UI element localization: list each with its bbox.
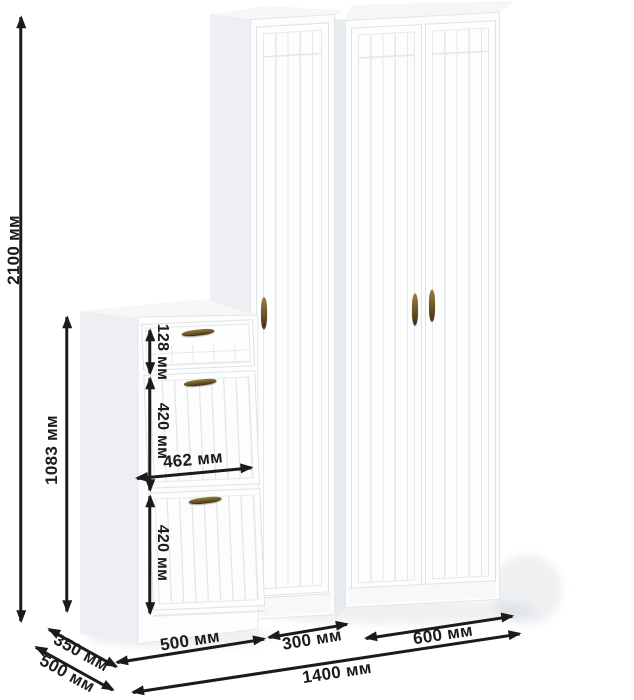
dimension-label-narrow-wardrobe-width: 300 мм: [280, 625, 344, 654]
wide-wardrobe-right-handle: [429, 289, 435, 322]
dimension-label-total-height: 2100 мм: [4, 215, 23, 285]
wide-wardrobe-right-door: [425, 20, 496, 587]
dimension-line-drawer-height: [148, 330, 152, 374]
cabinet-plinth-line: [153, 610, 266, 617]
door-panel-rail: [359, 54, 414, 60]
wide-wardrobe-left-handle: [412, 293, 418, 326]
dimension-label-lower-door-height: 420 мм: [154, 524, 171, 582]
dimension-line-cabinet-height: [65, 317, 69, 612]
dimension-label-drawer-height: 128 мм: [154, 323, 171, 381]
narrow-wardrobe-door-panel: [263, 29, 322, 590]
wide-wardrobe-front: [345, 11, 500, 609]
dimension-line-upper-door-height: [148, 378, 152, 491]
door-panel-rail: [264, 52, 321, 59]
dimension-line-lower-door-height: [148, 496, 152, 614]
wide-wardrobe-left-door-panel: [358, 31, 415, 584]
dimension-label-total-width: 1400 мм: [300, 657, 373, 688]
dimension-line-total-height: [19, 17, 23, 622]
door-panel-rail: [433, 50, 488, 56]
dimension-label-cabinet-height: 1083 мм: [42, 415, 61, 485]
dimension-label-upper-door-height: 420 мм: [154, 402, 171, 460]
wide-wardrobe-right-door-panel: [432, 27, 489, 580]
narrow-wardrobe-handle: [261, 296, 267, 330]
